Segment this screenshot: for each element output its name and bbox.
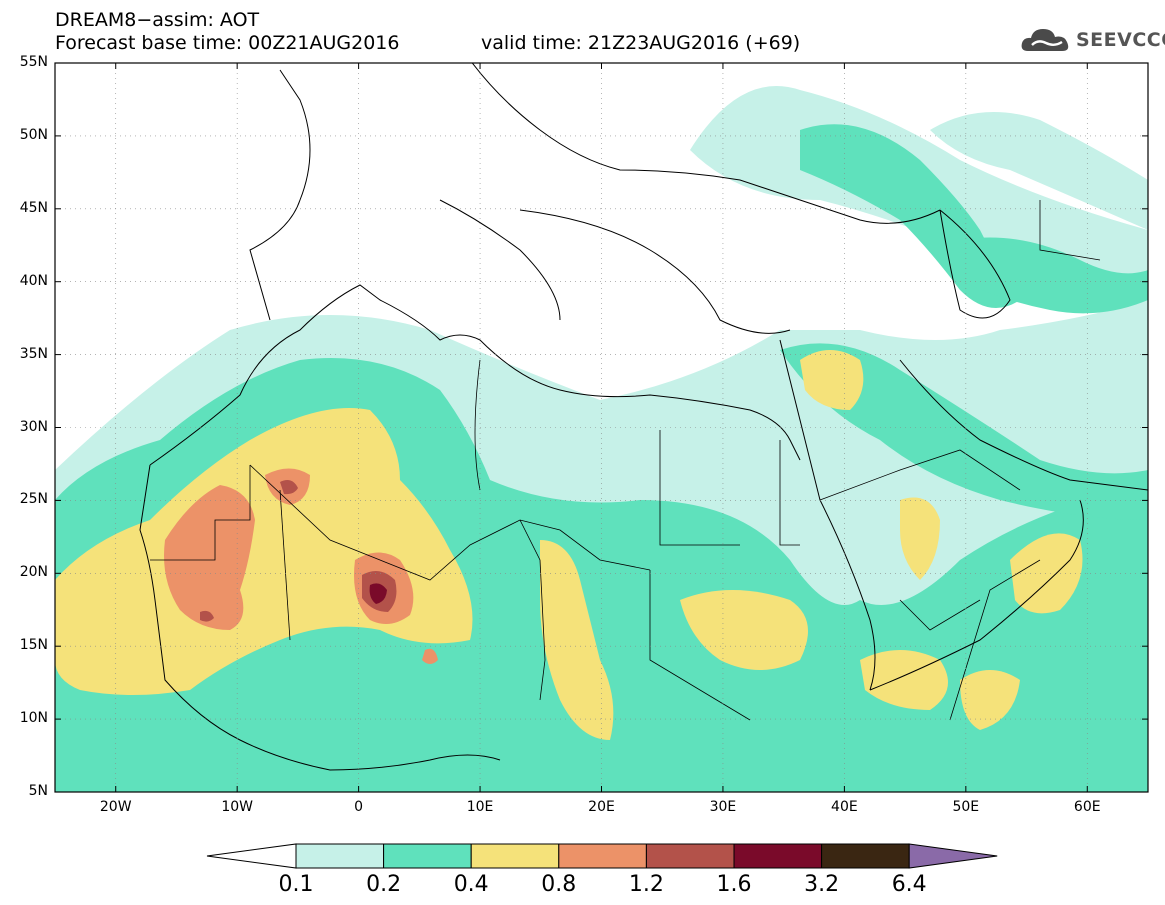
colorbar-swatch <box>558 843 647 869</box>
colorbar-arrow-high <box>908 843 998 869</box>
lon-label: 30E <box>709 799 737 815</box>
lat-label: 50N <box>19 126 48 143</box>
axis-ticks <box>55 62 1148 793</box>
lon-label: 50E <box>952 799 980 815</box>
colorbar-label: 0.4 <box>453 872 489 897</box>
lon-label: 0 <box>354 799 364 815</box>
colorbar-label: 1.6 <box>716 872 752 897</box>
colorbar-label: 1.2 <box>628 872 664 897</box>
colorbar-label: 0.1 <box>278 872 314 897</box>
lat-label: 45N <box>19 199 48 216</box>
colorbar-swatch <box>295 843 385 869</box>
lat-label: 10N <box>19 710 48 727</box>
lat-label: 5N <box>28 783 48 799</box>
colorbar-label: 3.2 <box>804 872 840 897</box>
lat-label: 25N <box>19 491 48 508</box>
aot-level-1.6 <box>369 583 387 604</box>
forecast-base-time: Forecast base time: 00Z21AUG2016 <box>55 32 400 54</box>
colorbar-label: 0.2 <box>366 872 402 897</box>
colorbar <box>206 843 998 869</box>
lat-label: 40N <box>19 272 48 289</box>
lat-label: 30N <box>19 418 48 435</box>
aot-field <box>55 63 1148 792</box>
seevccc-logo: SEEVCCC <box>1020 22 1165 58</box>
lat-label: 35N <box>19 345 48 362</box>
valid-time: valid time: 21Z23AUG2016 (+69) <box>481 32 801 54</box>
colorbar-swatch <box>645 843 735 869</box>
lat-label: 15N <box>19 637 48 654</box>
colorbar-swatch <box>733 843 823 869</box>
lon-label: 20W <box>99 799 132 815</box>
lon-label: 20E <box>588 799 615 815</box>
lon-label: 60E <box>1073 799 1101 815</box>
colorbar-swatch <box>470 843 560 869</box>
lon-label: 40E <box>831 799 858 815</box>
colorbar-swatch <box>821 843 910 869</box>
country-borders <box>150 200 1101 721</box>
coastlines <box>139 63 1148 771</box>
colorbar-label: 6.4 <box>891 872 927 897</box>
aot-level-0.4 <box>55 350 1083 740</box>
colorbar-arrow-low <box>206 843 297 869</box>
map-title: DREAM8−assim: AOT <box>55 9 260 31</box>
grid-lines <box>55 63 1148 792</box>
lon-label: 10W <box>221 799 253 815</box>
lon-label: 10E <box>466 799 494 815</box>
lat-label: 20N <box>19 564 48 581</box>
cloud-icon <box>1021 29 1069 51</box>
colorbar-label: 0.8 <box>541 872 577 897</box>
logo-text: SEEVCCC <box>1076 29 1165 51</box>
colorbar-swatch <box>383 843 472 869</box>
lat-label: 55N <box>19 54 48 70</box>
